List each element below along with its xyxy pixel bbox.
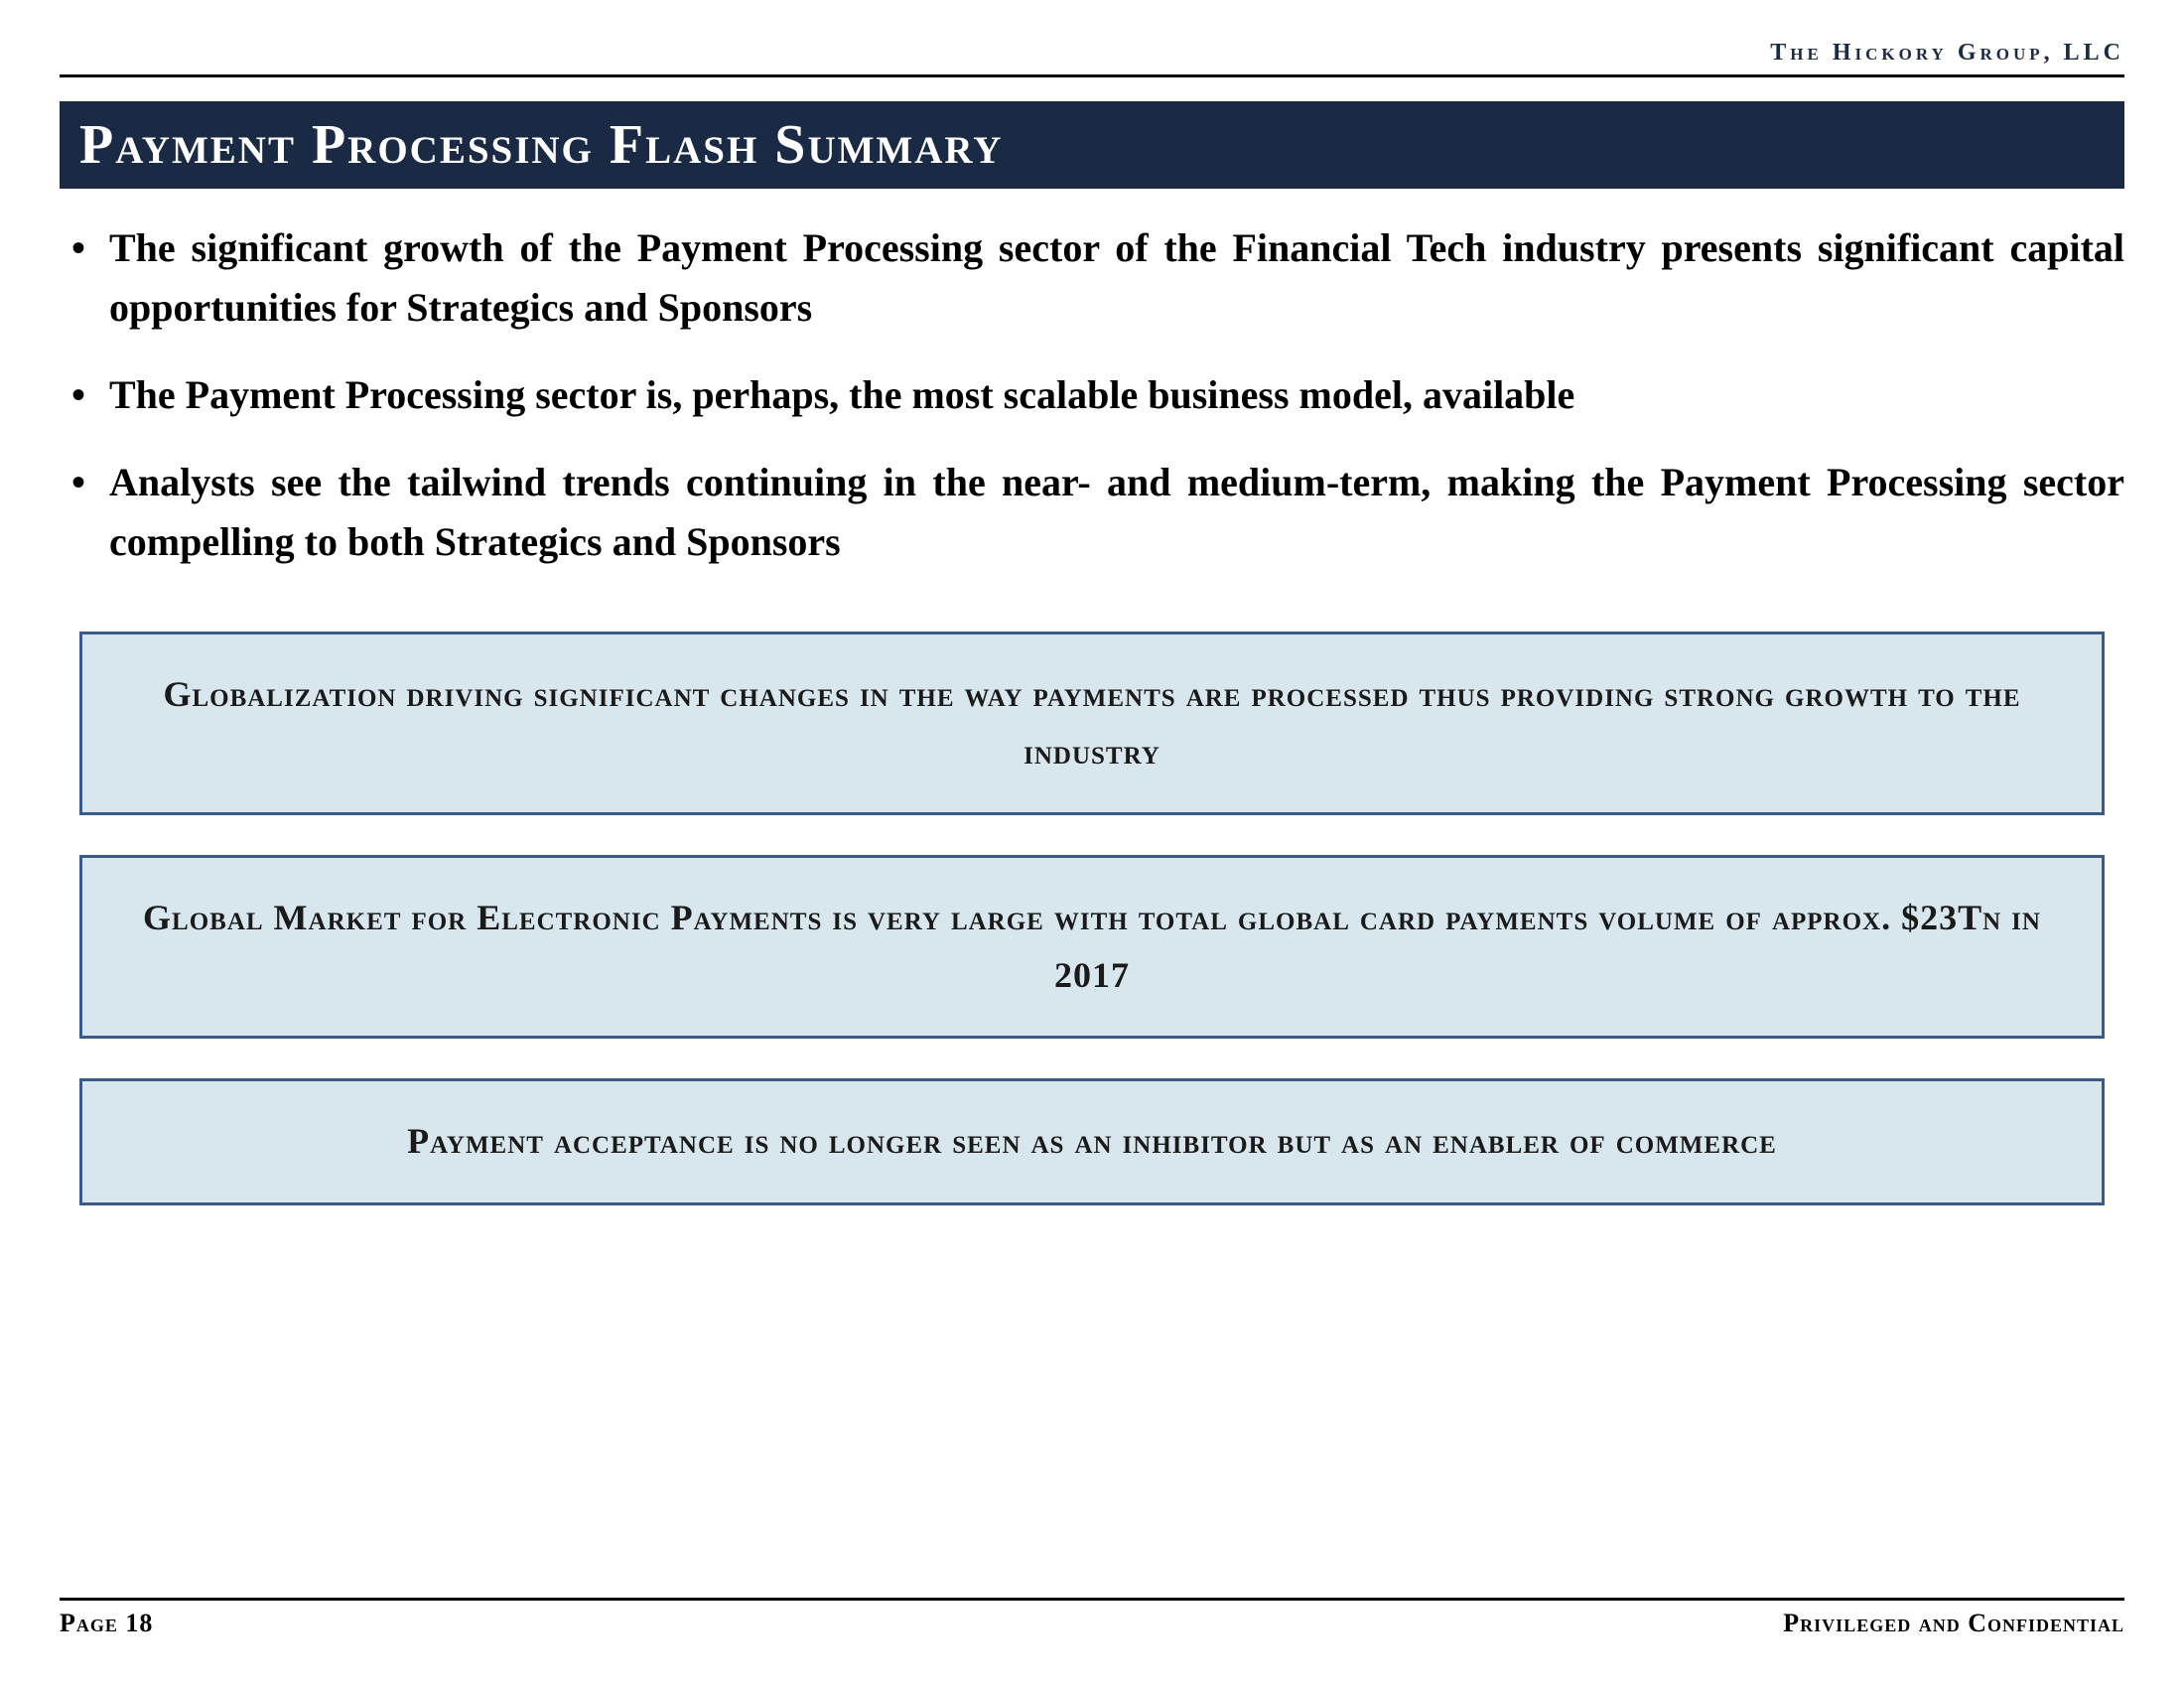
page-container: The Hickory Group, LLC Payment Processin… <box>60 40 2124 1638</box>
callout-box-2: Global Market for Electronic Payments is… <box>79 855 2105 1039</box>
callout-box-3: Payment acceptance is no longer seen as … <box>79 1078 2105 1205</box>
page-number: Page 18 <box>60 1609 153 1638</box>
main-content: The Hickory Group, LLC Payment Processin… <box>60 40 2124 1568</box>
callout-box-1: Globalization driving significant change… <box>79 632 2105 815</box>
summary-bullets: The significant growth of the Payment Pr… <box>60 218 2124 572</box>
header-area: The Hickory Group, LLC <box>60 40 2124 74</box>
bullet-item: The significant growth of the Payment Pr… <box>99 218 2124 338</box>
confidential-label: Privileged and Confidential <box>1783 1609 2124 1638</box>
top-divider <box>60 74 2124 77</box>
title-bar: Payment Processing Flash Summary <box>60 101 2124 189</box>
callout-text: Global Market for Electronic Payments is… <box>122 890 2062 1004</box>
page-title: Payment Processing Flash Summary <box>79 113 2105 177</box>
footer-area: Page 18 Privileged and Confidential <box>60 1568 2124 1638</box>
callout-text: Globalization driving significant change… <box>122 666 2062 780</box>
footer-row: Page 18 Privileged and Confidential <box>60 1609 2124 1638</box>
bottom-divider <box>60 1598 2124 1601</box>
bullet-item: Analysts see the tailwind trends continu… <box>99 453 2124 572</box>
company-name: The Hickory Group, LLC <box>1770 40 2124 66</box>
callout-text: Payment acceptance is no longer seen as … <box>122 1113 2062 1171</box>
bullet-item: The Payment Processing sector is, perhap… <box>99 365 2124 425</box>
